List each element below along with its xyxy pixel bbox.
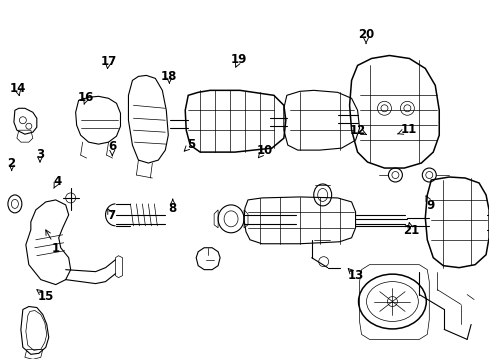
Text: 18: 18 [161,69,177,83]
Text: 11: 11 [398,123,416,136]
Text: 6: 6 [108,140,116,156]
Text: 4: 4 [53,175,61,188]
Text: 3: 3 [36,148,44,162]
Text: 16: 16 [78,91,95,104]
Text: 20: 20 [358,28,374,44]
Text: 1: 1 [46,230,60,255]
Text: 13: 13 [347,269,364,282]
Text: 8: 8 [169,199,177,215]
Text: 15: 15 [37,290,54,303]
Text: 17: 17 [100,55,117,69]
Text: 19: 19 [231,53,247,67]
Text: 5: 5 [184,138,196,151]
Text: 21: 21 [403,222,419,237]
Text: 2: 2 [8,157,16,171]
Text: 9: 9 [426,196,435,212]
Text: 10: 10 [256,144,272,158]
Text: 12: 12 [350,124,367,137]
Text: 7: 7 [107,209,115,222]
Text: 14: 14 [9,82,26,95]
Circle shape [388,297,397,306]
